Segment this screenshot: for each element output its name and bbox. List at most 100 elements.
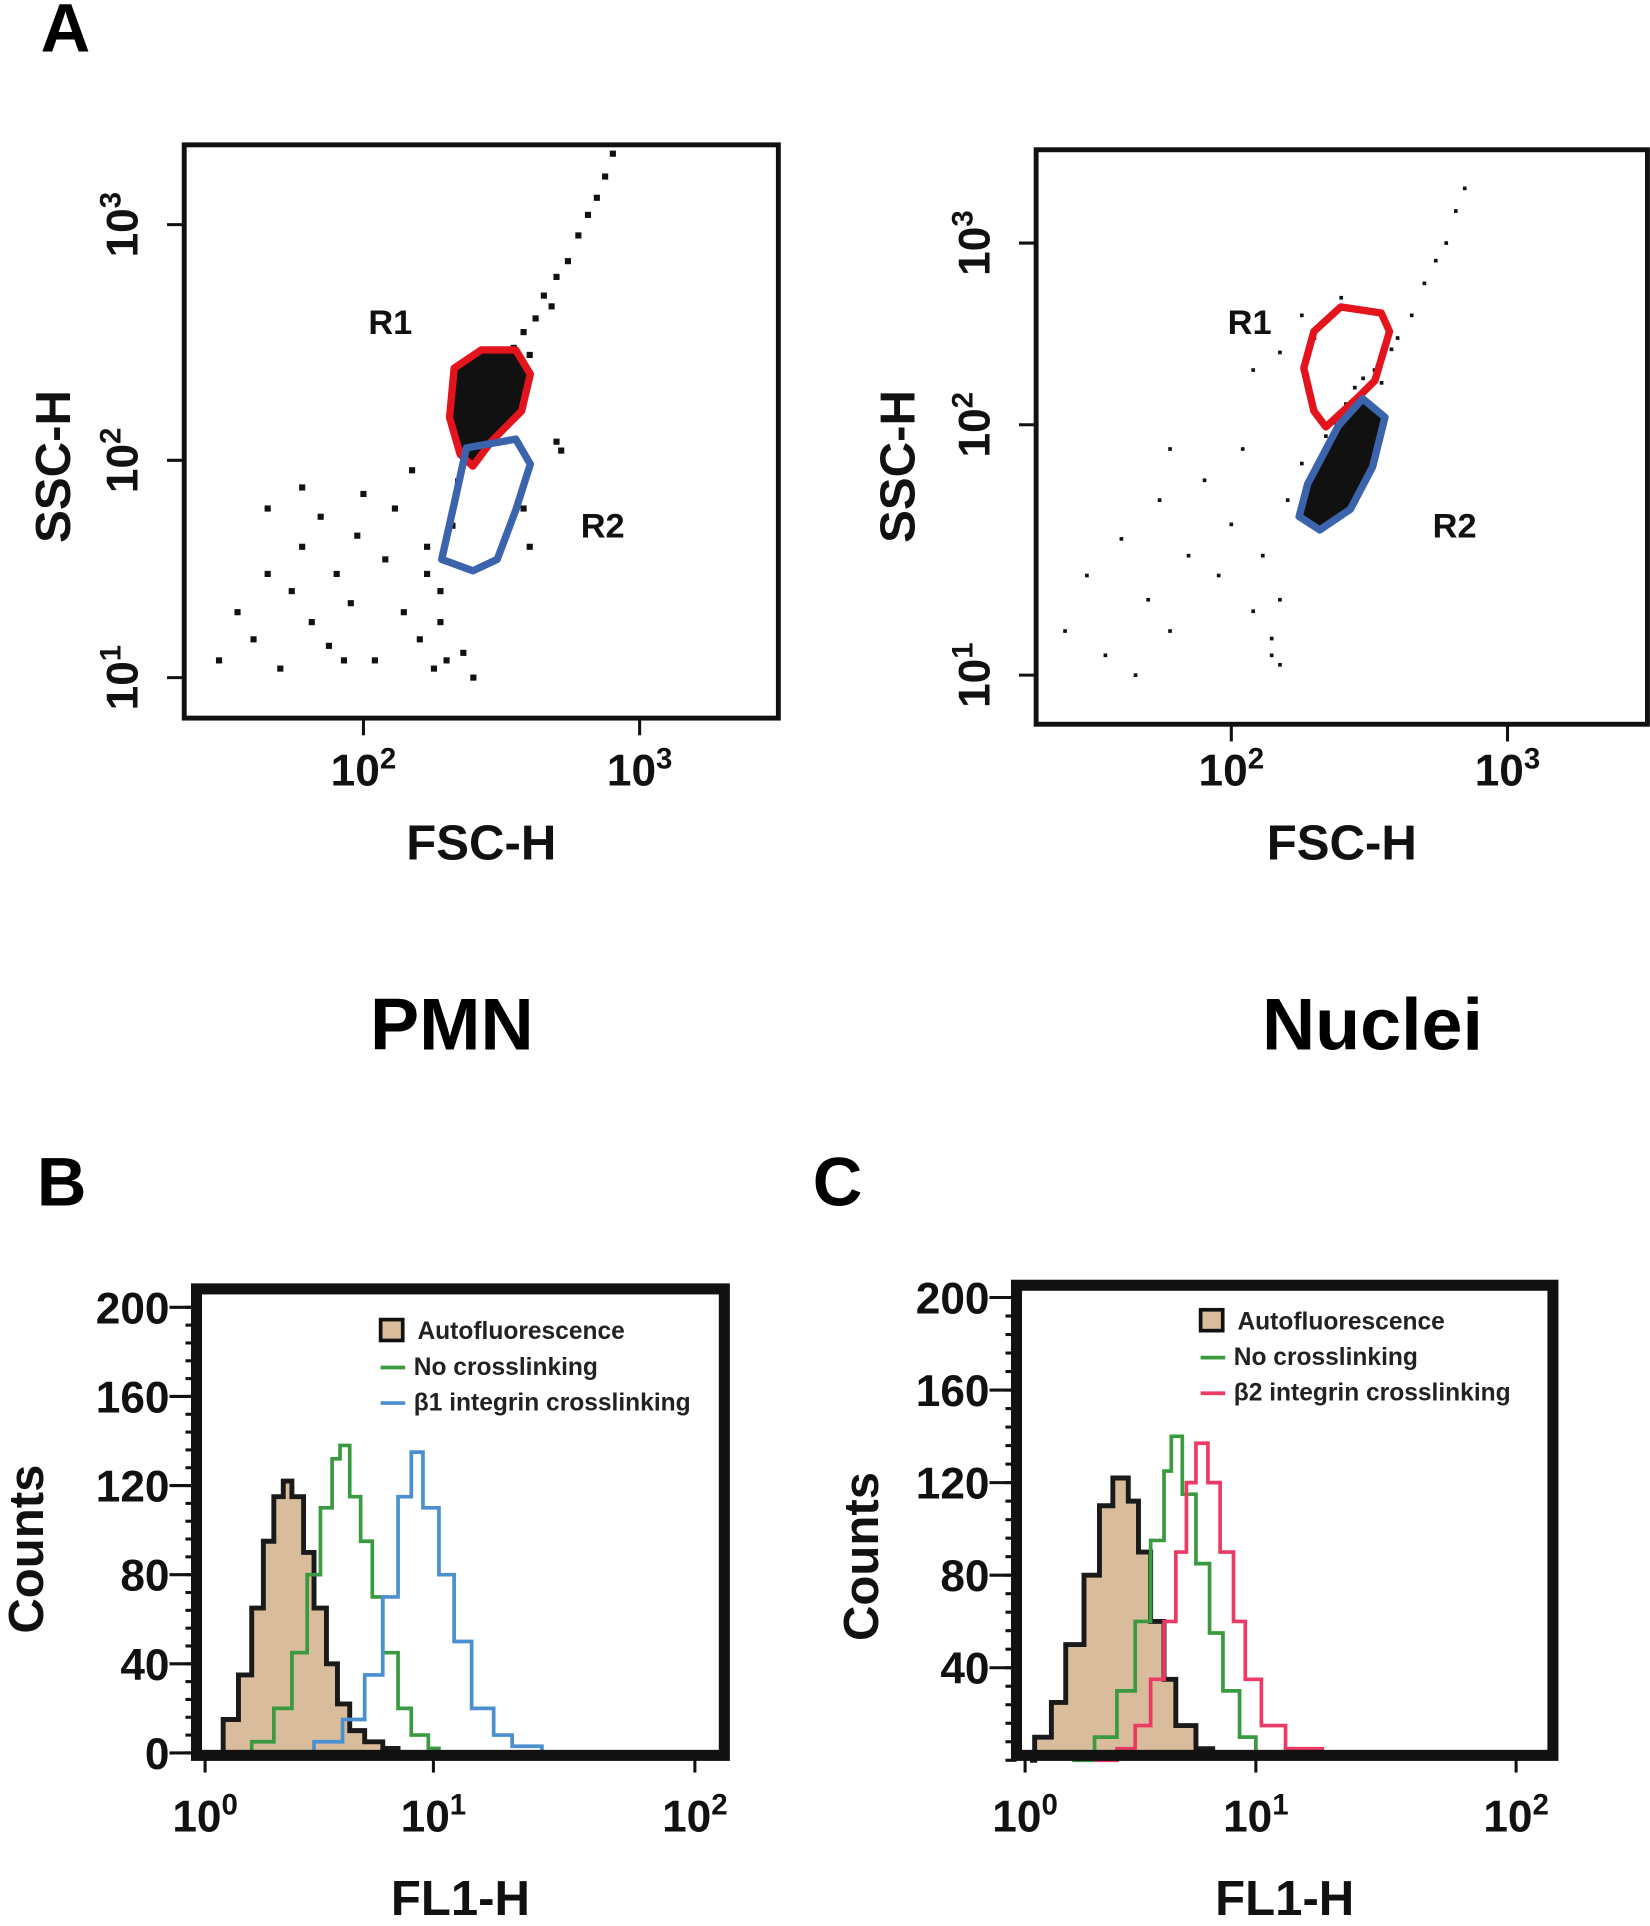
tick-base: 10	[1223, 1792, 1272, 1841]
y-axis-label: SSC-H	[27, 390, 81, 543]
scatter-point	[264, 505, 271, 512]
scatter-point	[553, 273, 560, 280]
scatter-point	[483, 409, 491, 416]
scatter-point	[347, 600, 354, 607]
scatter-point	[1202, 478, 1207, 483]
scatter-point	[1312, 478, 1317, 483]
tick-base: 10	[1199, 747, 1248, 796]
gate-r1	[1300, 303, 1394, 431]
scatter-point	[1462, 186, 1467, 191]
plot-frame	[1033, 147, 1650, 727]
x-axis-label: FL1-H	[391, 1872, 530, 1926]
scatter-point	[443, 657, 450, 664]
scatter-point	[1229, 522, 1234, 527]
tick-base: 10	[607, 747, 656, 796]
scatter-point	[584, 211, 592, 218]
scatter-point	[1324, 487, 1328, 492]
x-tick-label: 103	[607, 742, 673, 795]
x-tick-label: 101	[401, 1788, 467, 1841]
tick-exponent: 3	[94, 192, 127, 208]
tick-exponent: 1	[946, 642, 979, 658]
scatter-point	[532, 315, 539, 322]
tick-exponent: 2	[1532, 1788, 1548, 1821]
series-line-0	[1029, 1475, 1216, 1763]
y-tick-label: 120	[96, 1463, 170, 1512]
tick-exponent: 2	[380, 742, 396, 775]
gate-r2	[438, 435, 535, 575]
scatter-point	[1395, 336, 1400, 340]
scatter-point	[1168, 629, 1172, 633]
series-line-1	[1072, 1434, 1269, 1763]
gate-r2	[1295, 395, 1389, 534]
scatter-point	[602, 173, 609, 180]
y-tick-label: 101	[946, 642, 999, 708]
scatter-point	[558, 447, 565, 454]
scatter-point	[474, 397, 482, 404]
gate-label: R1	[1228, 304, 1272, 342]
scatter-point	[526, 351, 533, 359]
scatter-point	[492, 402, 499, 410]
scatter-point	[400, 609, 407, 616]
tick-base: 10	[401, 1792, 450, 1841]
scatter-point	[1285, 498, 1290, 502]
scatter-point	[553, 438, 560, 445]
scatter-point	[391, 505, 398, 512]
scatter-point	[503, 372, 510, 379]
scatter-point	[470, 674, 477, 681]
x-tick-label: 102	[331, 742, 397, 795]
scatter-point	[1339, 295, 1344, 300]
scatter-point	[1278, 662, 1282, 667]
y-tick-label: 103	[94, 192, 147, 258]
scatter-point	[520, 505, 527, 512]
gate-label: R1	[368, 304, 412, 342]
scatter-point	[1444, 241, 1449, 245]
scatter-point	[250, 636, 257, 643]
scatter-point	[299, 543, 306, 550]
y-tick-label: 160	[96, 1373, 170, 1422]
scatter-point	[460, 397, 467, 404]
tick-base: 10	[99, 208, 148, 257]
scatter-point	[371, 657, 378, 664]
series-line-0	[205, 1478, 401, 1756]
scatter-point	[1216, 573, 1221, 578]
scatter-point	[416, 636, 423, 643]
scatter-point	[382, 556, 389, 563]
x-tick-label: 100	[992, 1788, 1058, 1841]
tick-exponent: 2	[1248, 742, 1264, 775]
scatter-point	[1251, 368, 1256, 372]
y-tick-label: 102	[94, 428, 147, 494]
panel-title-nuclei: Nuclei	[1262, 983, 1483, 1066]
scatter-point	[1133, 673, 1138, 677]
scatter-point	[479, 386, 486, 393]
x-axis-label: FSC-H	[1267, 816, 1417, 870]
tick-exponent: 3	[946, 210, 979, 226]
legend-label: No crosslinking	[414, 1354, 598, 1381]
tick-exponent: 2	[946, 392, 979, 408]
scatter-point	[437, 588, 444, 595]
plot-frame	[190, 1283, 730, 1761]
gate-label: R2	[1433, 508, 1477, 546]
scatter-point	[1278, 597, 1282, 602]
y-tick-label: 200	[96, 1284, 170, 1333]
tick-exponent: 0	[1041, 1788, 1057, 1821]
tick-base: 10	[99, 661, 148, 710]
tick-exponent: 1	[94, 645, 127, 661]
y-axis-label: Counts	[835, 1472, 889, 1641]
tick-exponent: 3	[1524, 742, 1540, 775]
y-tick-label: 0	[145, 1730, 170, 1779]
gate-r2-population	[1299, 398, 1385, 530]
scatter-point	[1409, 313, 1414, 318]
tick-base: 10	[1483, 1792, 1532, 1841]
scatter-point	[564, 258, 572, 265]
tick-exponent: 2	[94, 428, 127, 444]
scatter-point	[424, 543, 431, 550]
scatter-point	[520, 329, 527, 336]
x-tick-label: 100	[172, 1788, 238, 1841]
scatter-point	[430, 665, 438, 672]
scatter-point	[1324, 434, 1328, 439]
tick-exponent: 3	[656, 742, 672, 775]
scatter-point	[354, 532, 361, 539]
scatter-point	[1299, 313, 1304, 318]
